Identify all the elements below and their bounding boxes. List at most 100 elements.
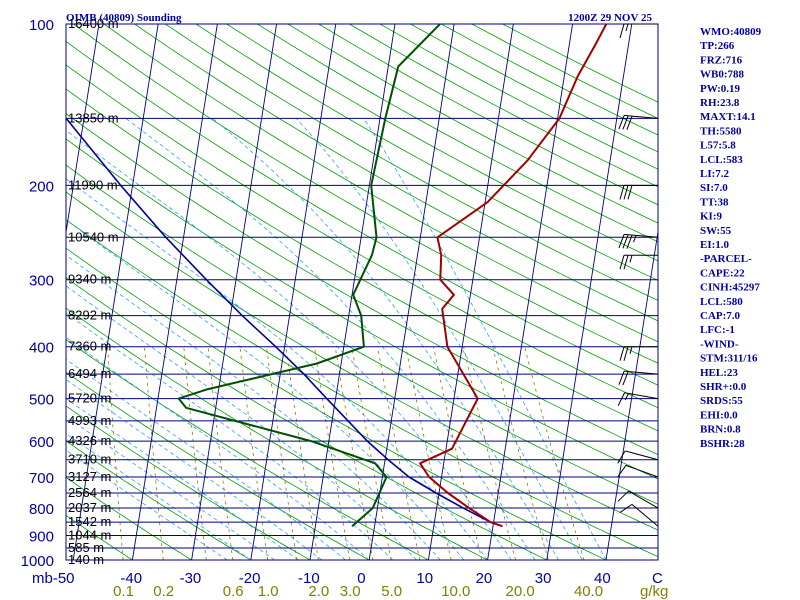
height-label: 13850 m: [68, 110, 119, 125]
wind-barb: [619, 503, 659, 527]
pressure-tick-label: 200: [29, 178, 54, 195]
pressure-tick-label: 1000: [21, 553, 54, 570]
pressure-tick-label: 300: [29, 273, 54, 290]
temperature-tick-label: -10: [298, 570, 320, 587]
index-value: SHR+:0.0: [700, 381, 747, 393]
mixing-ratio-tick-label: 5.0: [381, 583, 402, 600]
moist-adiabat: [66, 285, 417, 560]
index-value: SRDS:55: [700, 395, 743, 407]
dewpoint-trace: [177, 24, 441, 527]
index-value: STM:311/16: [700, 353, 758, 365]
moist-adiabat: [66, 178, 488, 560]
wind-barb: [617, 464, 659, 478]
temperature-tick-label: -40: [120, 570, 142, 587]
moist-adiabat: [66, 449, 228, 560]
mixing-ratio-tick-label: 20.0: [506, 583, 535, 600]
pressure-tick-label: 500: [29, 392, 54, 409]
profiles: [66, 24, 608, 528]
mixing-ratio-tick-label: 10.0: [441, 583, 470, 600]
isotherm: [309, 24, 396, 560]
isotherm: [72, 24, 159, 560]
parcel-trace: [66, 116, 503, 527]
axis-labels: 16400 m 13850 m 11990 m 10540 m 9340 m 8292 m…: [21, 16, 669, 600]
mixing-ratio-tick-label: 0.2: [153, 583, 174, 600]
index-value: HEL:23: [700, 367, 738, 379]
temperature-tick-label: 40: [594, 570, 611, 587]
indices-panel: WMO:40809 TP:266 FRZ:716 WB0:788 PW:0.19 RH:2…: [700, 26, 762, 450]
isotherm: [546, 24, 633, 560]
index-value: CAPE:22: [700, 267, 745, 279]
index-value: WB0:788: [700, 69, 745, 81]
height-label: 16400 m: [68, 16, 119, 31]
moist-adiabat: [125, 118, 536, 560]
wind-barb: [617, 490, 659, 509]
height-label: 5720 m: [68, 391, 111, 406]
wind-barb: [619, 254, 658, 270]
index-value: RH:23.8: [700, 97, 740, 109]
height-label: 4326 m: [68, 433, 111, 448]
moist-adiabat: [66, 336, 370, 560]
wind-barb: [618, 233, 659, 249]
isotherm: [250, 24, 337, 560]
mixing-ratio-tick-label: 2.0: [308, 583, 329, 600]
height-label: 1044 m: [68, 527, 111, 542]
temperature-tick-label: 10: [416, 570, 433, 587]
wind-barb: [617, 392, 659, 407]
index-value: CINH:45297: [700, 282, 760, 294]
height-label: 1542 m: [68, 514, 111, 529]
height-label: 10540 m: [68, 229, 119, 244]
index-value: KI:9: [700, 211, 723, 223]
height-label: 4993 m: [68, 413, 111, 428]
temperature-trace: [419, 24, 608, 528]
mixing-ratio-tick-label: 0.1: [113, 583, 134, 600]
temperature-tick-label: mb-50: [32, 570, 75, 587]
wind-barb: [619, 184, 658, 200]
mixing-ratio-tick-label: 1.0: [258, 583, 279, 600]
height-label: 3127 m: [68, 469, 111, 484]
height-label: 140 m: [68, 552, 104, 567]
index-value: SW:55: [700, 225, 732, 237]
temperature-tick-label: 30: [535, 570, 552, 587]
isobars: [65, 23, 659, 561]
wind-barb: [619, 346, 658, 361]
wind-barb: [618, 370, 659, 386]
isotherm: [605, 229, 658, 560]
moist-adiabat: [66, 312, 394, 560]
isotherm: [487, 24, 574, 560]
index-value: EI:1.0: [700, 239, 730, 251]
index-value: TT:38: [700, 196, 729, 208]
moist-adiabat: [66, 358, 346, 560]
index-value: LFC:-1: [700, 324, 735, 336]
index-value: L57:5.8: [700, 140, 736, 152]
isotherm: [66, 24, 100, 235]
isotherm: [427, 24, 514, 560]
index-value: TH:5580: [700, 125, 742, 137]
height-label: 585 m: [68, 540, 104, 555]
height-label: 6494 m: [68, 366, 111, 381]
pressure-tick-label: 900: [29, 528, 54, 545]
height-label: 3710 m: [68, 452, 111, 467]
height-label: 2564 m: [68, 485, 111, 500]
pressure-tick-label: 600: [29, 434, 54, 451]
plot-frame: [65, 23, 659, 561]
index-value: FRZ:716: [700, 54, 743, 66]
height-label: 9340 m: [68, 272, 111, 287]
index-value: EHI:0.0: [700, 409, 738, 421]
moist-adiabat: [212, 118, 559, 560]
moist-adiabat: [66, 432, 252, 560]
wind-barb: [617, 450, 659, 464]
moist-adiabat: [363, 118, 607, 560]
moist-adiabat: [66, 378, 323, 560]
pressure-tick-label: 400: [29, 340, 54, 357]
height-label: 7360 m: [68, 339, 111, 354]
mixing-ratio-tick-label: g/kg: [640, 583, 668, 600]
isotherm: [131, 24, 218, 560]
index-value: SI:7.0: [700, 182, 728, 194]
pressure-tick-label: 100: [29, 17, 54, 34]
mixing-ratio-tick-label: 40.0: [574, 583, 603, 600]
index-value: PW:0.19: [700, 83, 741, 95]
height-label: 11990 m: [68, 177, 118, 192]
temperature-tick-label: -20: [239, 570, 261, 587]
